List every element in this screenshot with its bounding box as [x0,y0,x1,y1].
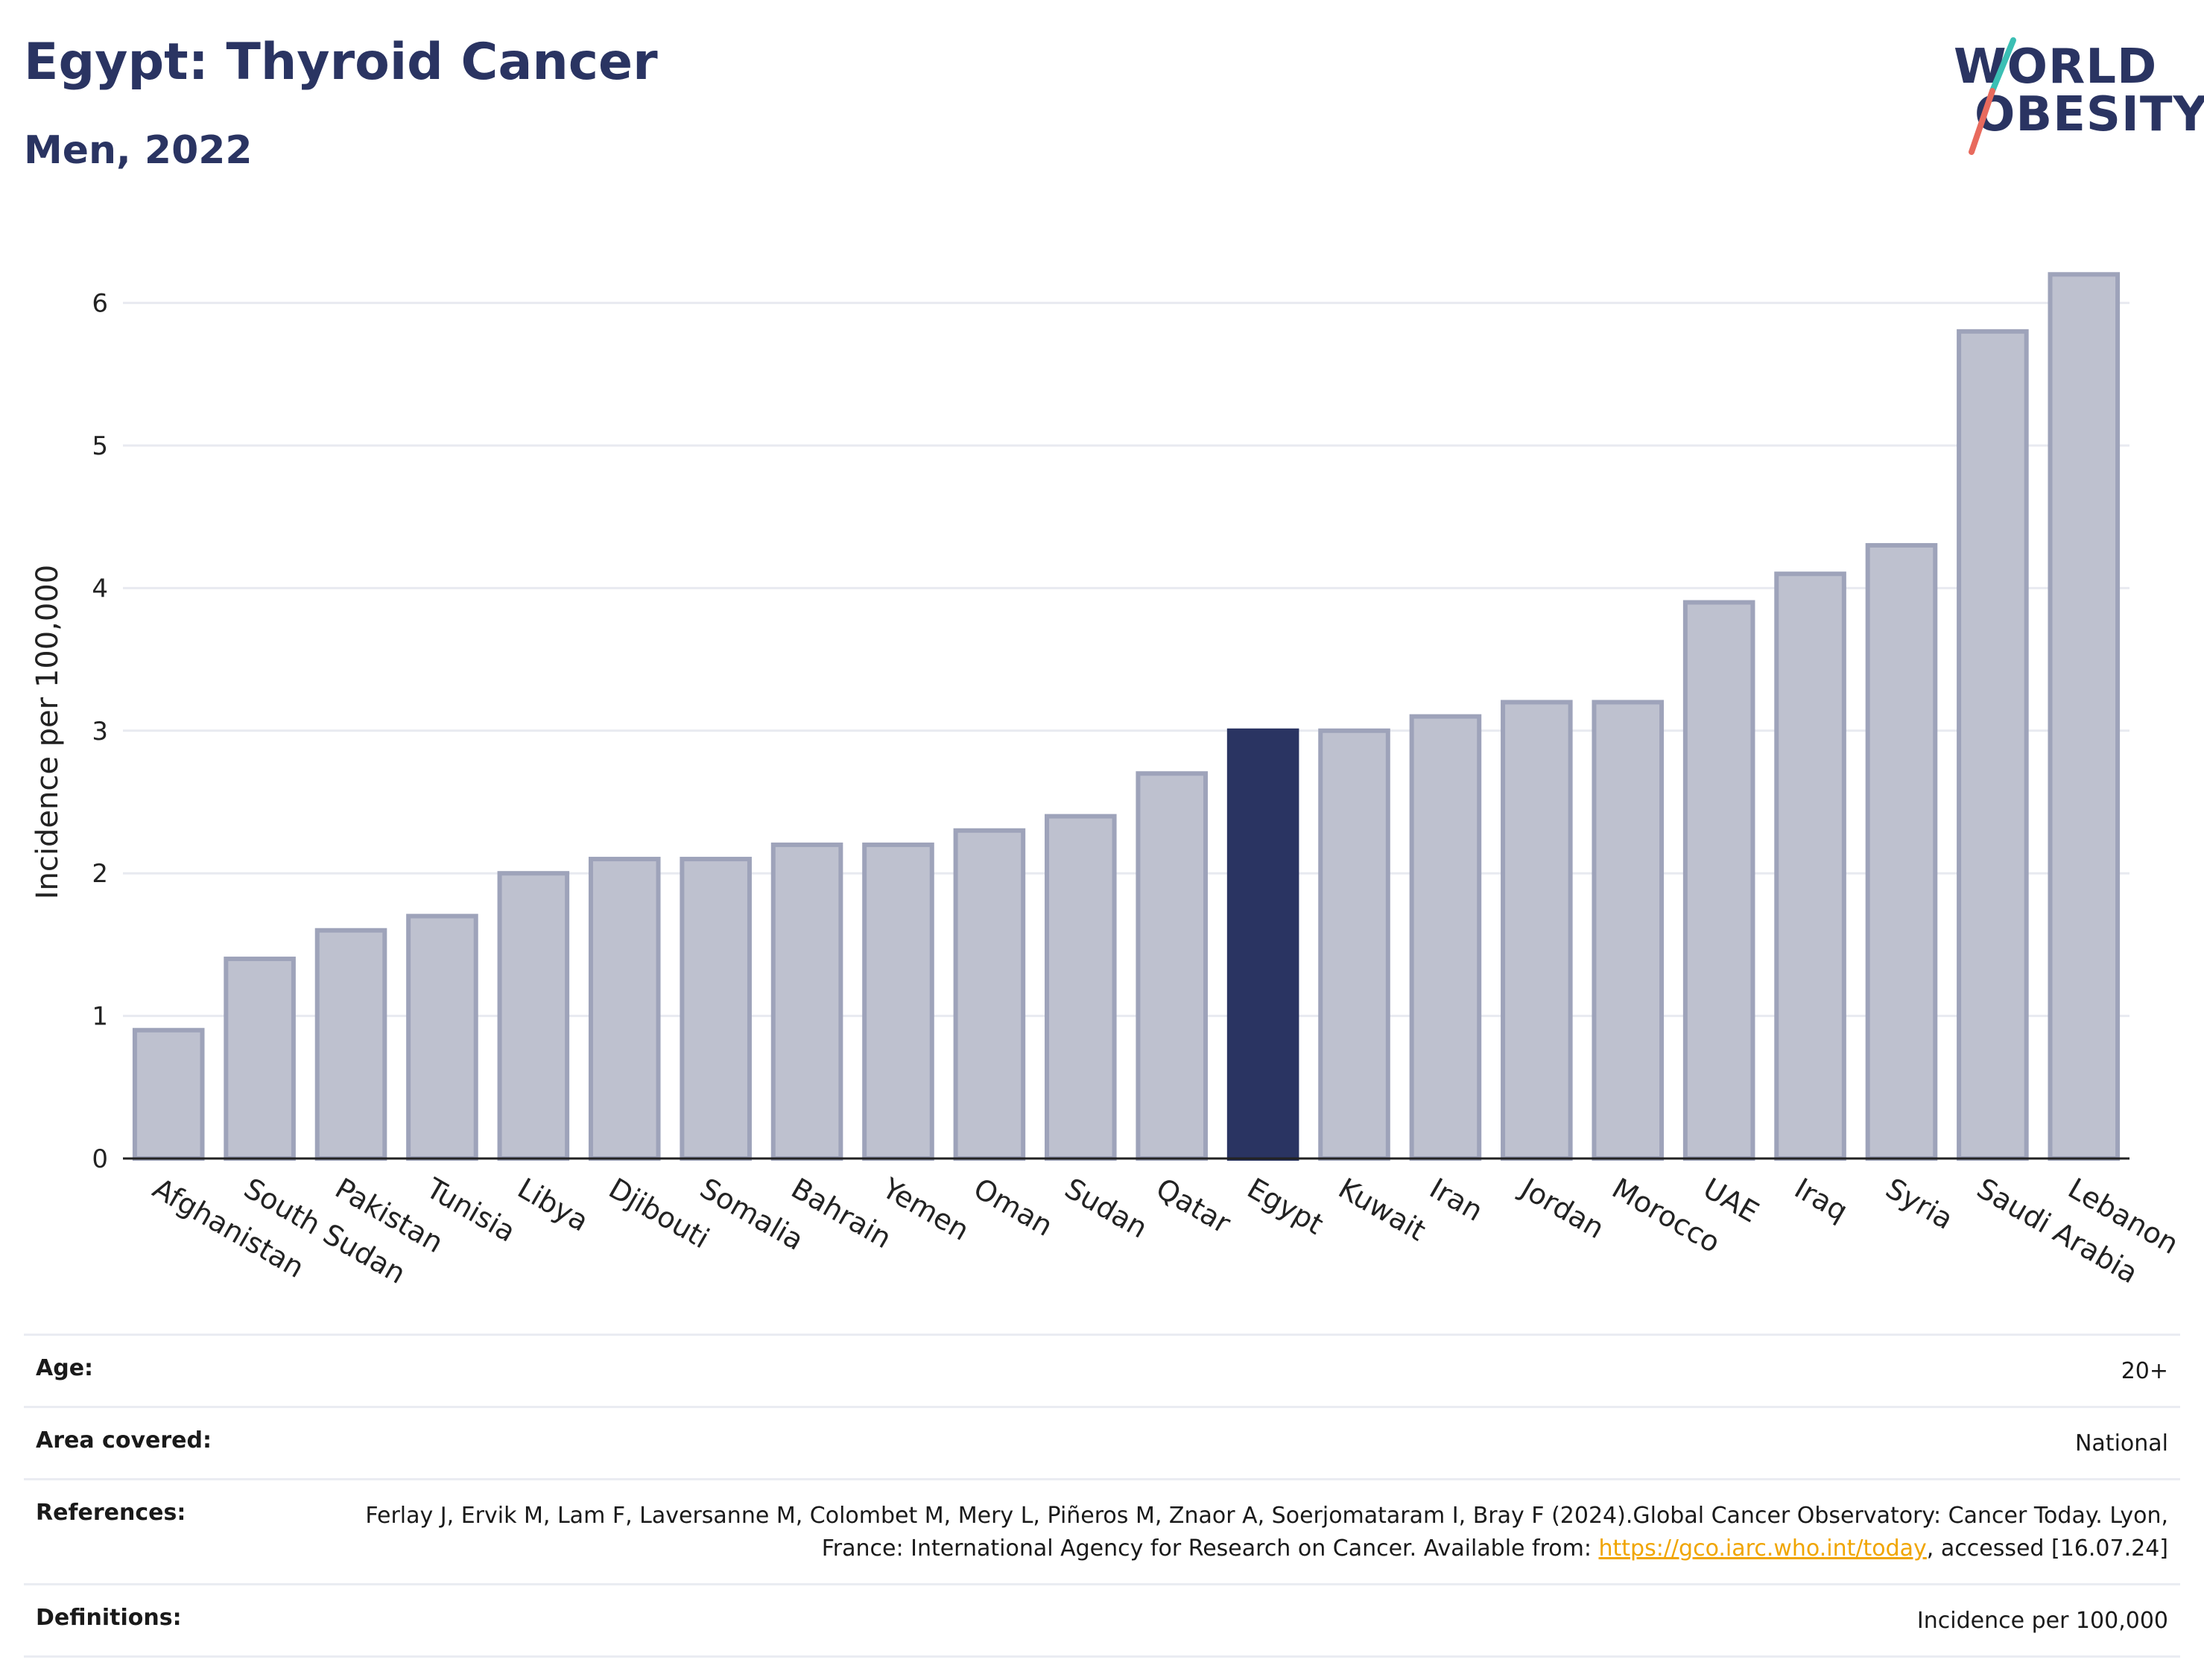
bar [224,957,296,1161]
bar [497,871,570,1161]
references-link[interactable]: https://gco.iarc.who.int/today [1598,1535,1927,1562]
references-accessed: , accessed [16.07.24] [1926,1535,2168,1562]
bar [314,928,387,1161]
bar [1045,814,1117,1161]
logo-slash-icon [1969,37,2016,155]
logo-word-world: WORLD [1954,39,2158,95]
bar [1682,600,1755,1161]
bar [1501,700,1573,1161]
area-label: Area covered: [36,1427,212,1454]
bar [1136,771,1208,1161]
definitions-value: Incidence per 100,000 [1916,1608,2168,1634]
bar [1957,329,2029,1161]
info-row-definitions: Definitions: Incidence per 100,000 [24,1583,2180,1658]
bar [1774,571,1846,1161]
bar [770,842,843,1161]
y-axis-label: Incidence per 100,000 [31,565,65,900]
x-tick-label: Egypt [1242,1172,1329,1241]
y-tick-label: 0 [92,1144,108,1174]
age-label: Age: [36,1355,94,1381]
bar [2048,272,2121,1161]
x-tick-label: Oman [968,1172,1058,1243]
chart-title: Egypt: Thyroid Cancer [24,33,658,92]
references-text: Ferlay J, Ervik M, Lam F, Laversanne M, … [365,1503,2168,1562]
bar [953,828,1026,1161]
bar-highlight [1226,728,1299,1161]
info-table: Age: 20+ Area covered: National Referenc… [24,1334,2180,1658]
info-row-references: References: Ferlay J, Ervik M, Lam F, La… [24,1478,2180,1583]
bar [588,857,661,1161]
bar [132,1027,205,1161]
bar [862,842,934,1161]
bar [1865,542,1938,1161]
bar [1409,714,1482,1161]
x-tick-label: Iraq [1789,1172,1853,1228]
x-tick-label: Bahrain [786,1172,897,1255]
x-tick-label: Kuwait [1333,1172,1431,1248]
x-tick-label: Libya [512,1172,594,1238]
chart-subtitle: Men, 2022 [24,128,253,173]
y-tick-label: 2 [92,859,108,889]
bar [1318,728,1390,1161]
x-tick-label: Syria [1880,1172,1958,1236]
area-value: National [2074,1430,2168,1456]
bar [1592,700,1665,1161]
y-tick-label: 3 [92,717,108,747]
definitions-label: Definitions: [36,1605,182,1631]
references-value: Ferlay J, Ervik M, Lam F, Laversanne M, … [365,1500,2168,1565]
x-tick-label: Somalia [694,1172,809,1257]
x-tick-label: Iran [1424,1172,1488,1228]
references-label: References: [36,1500,186,1526]
world-obesity-logo: WORLD OBESITY [1945,22,2204,156]
y-tick-label: 4 [92,574,108,603]
info-row-area: Area covered: National [24,1406,2180,1478]
x-tick-label: Sudan [1060,1172,1153,1245]
bar [680,857,752,1161]
y-tick-label: 5 [92,431,108,461]
x-tick-label: Djibouti [604,1172,715,1255]
y-tick-label: 6 [92,289,108,319]
x-tick-label: Jordan [1514,1171,1609,1246]
logo-word-obesity: OBESITY [1975,87,2204,142]
x-tick-label: Qatar [1150,1172,1236,1240]
info-row-age: Age: 20+ [24,1334,2180,1406]
y-tick-label: 1 [92,1002,108,1032]
bar [406,913,478,1161]
age-value: 20+ [2121,1358,2168,1384]
